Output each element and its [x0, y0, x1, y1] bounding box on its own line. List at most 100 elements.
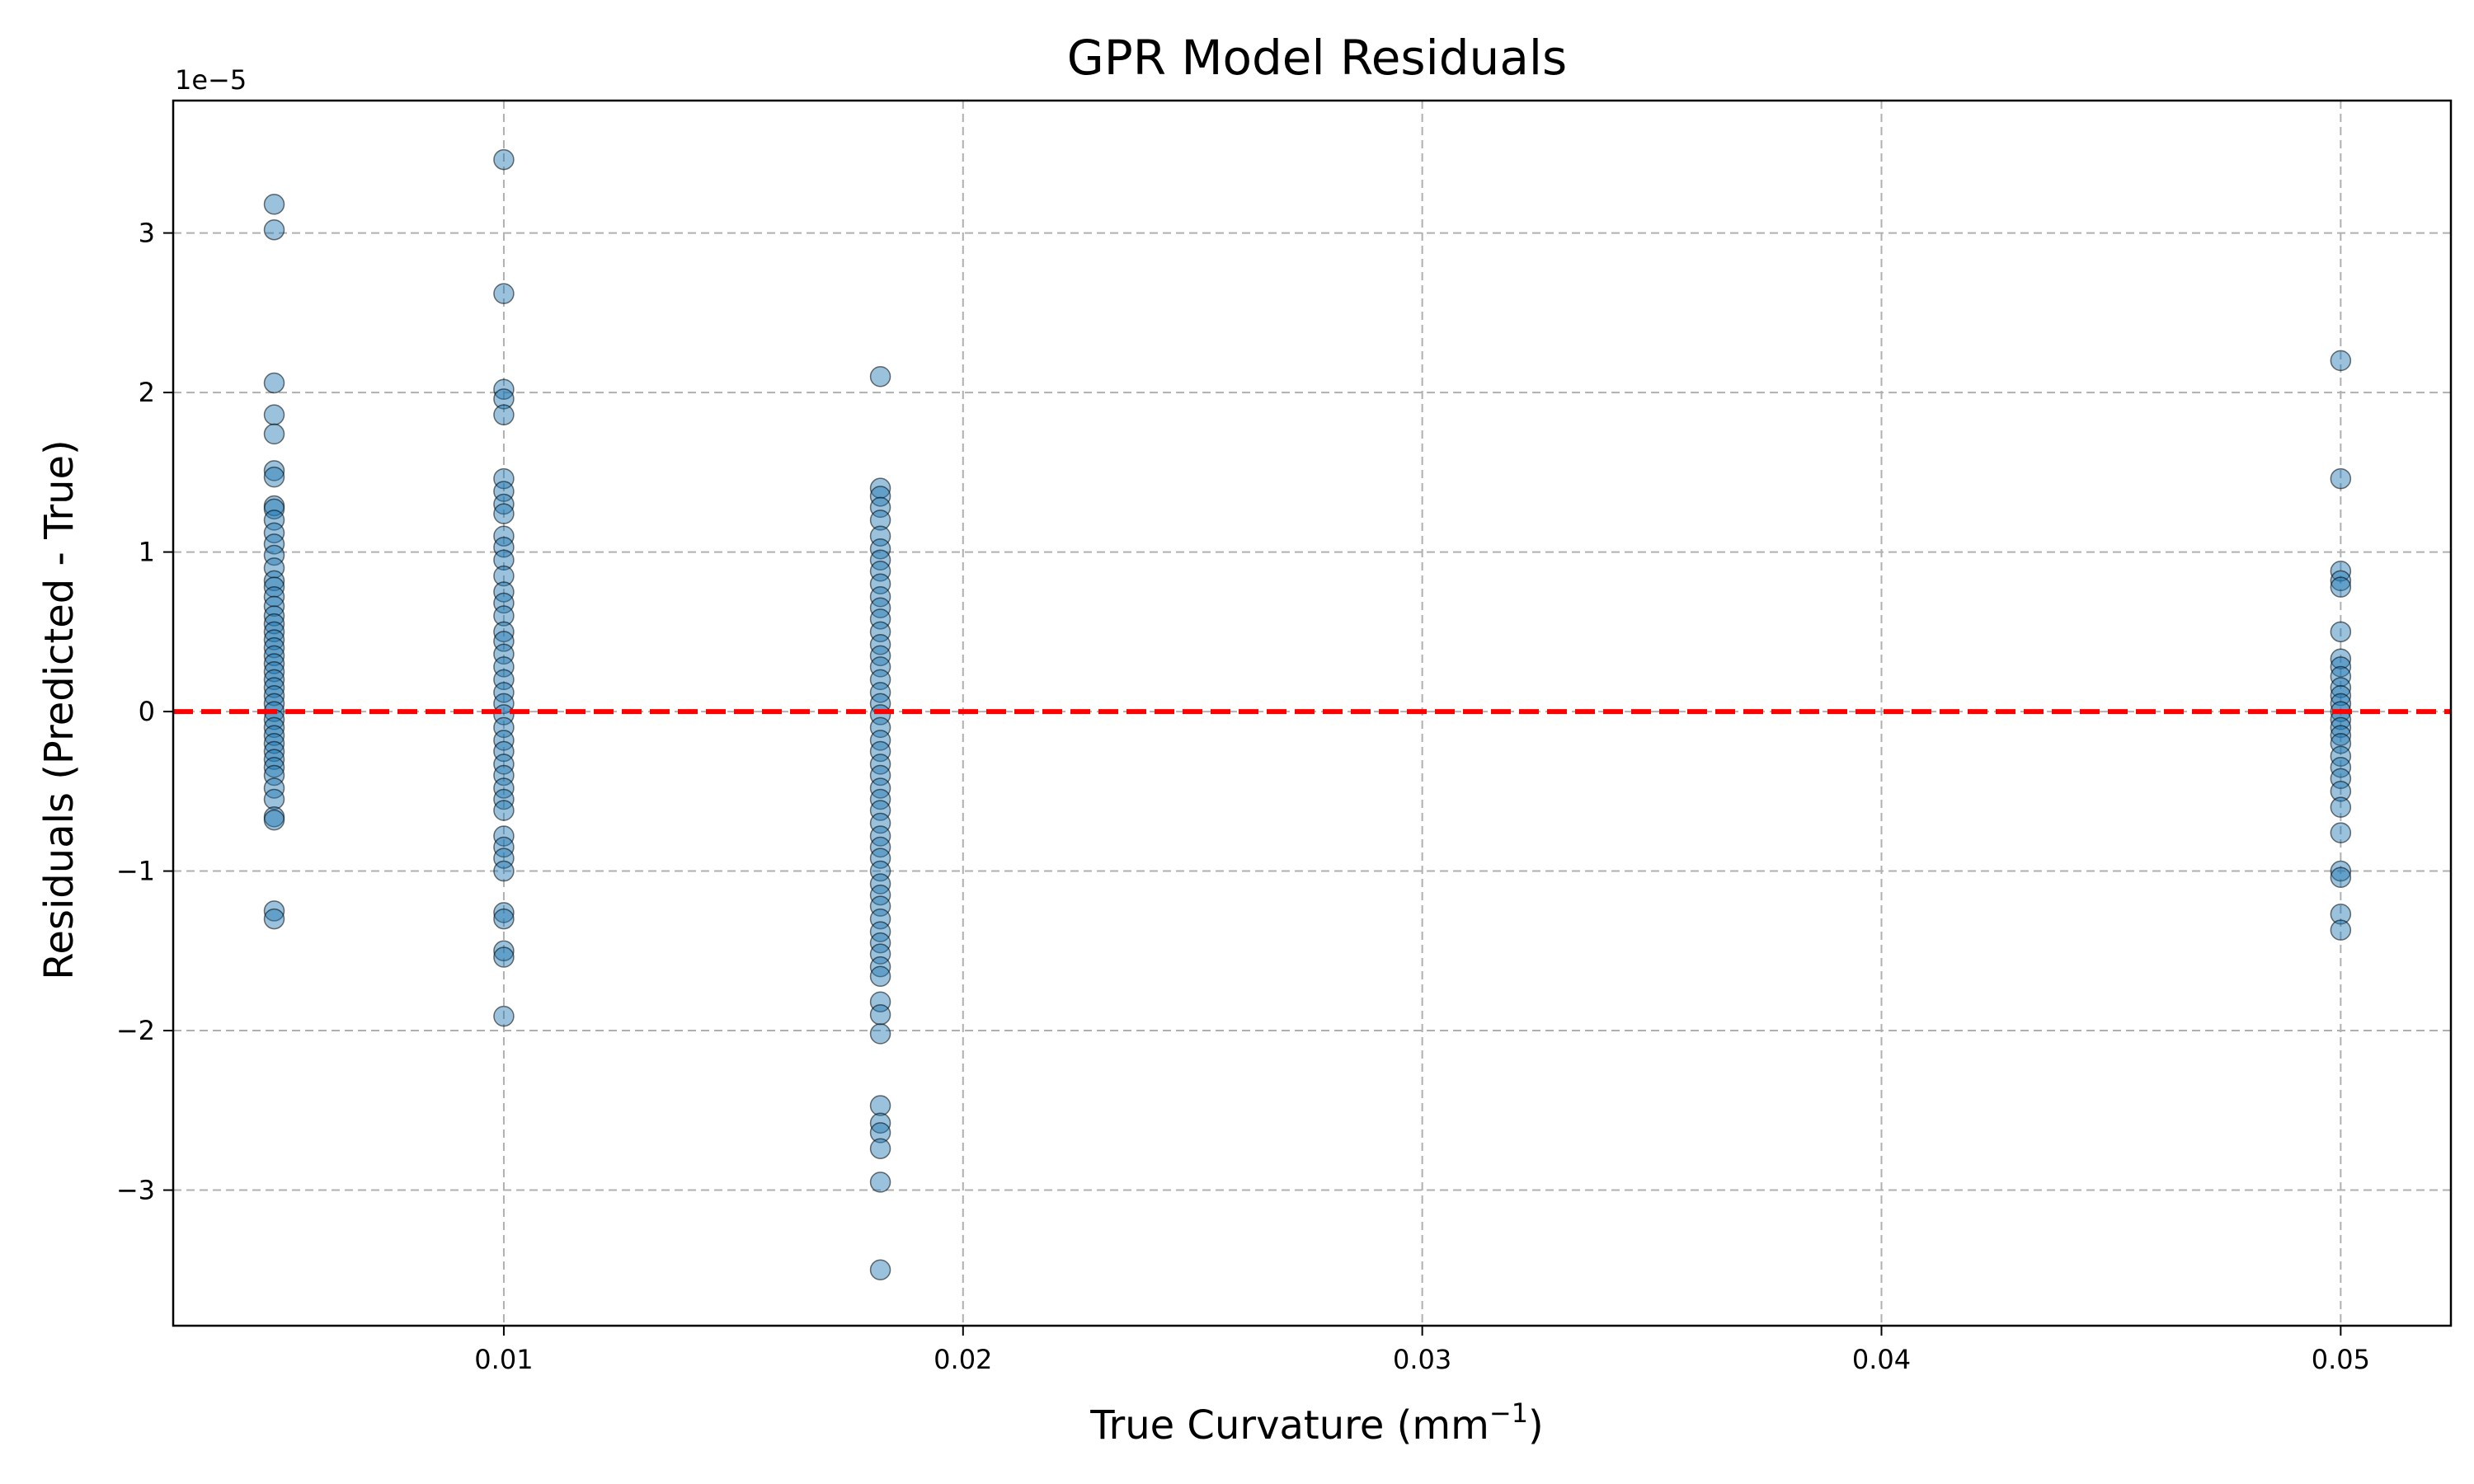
data-point [869, 1172, 891, 1193]
data-point [263, 733, 285, 754]
data-point [869, 682, 891, 703]
data-point [869, 895, 891, 917]
y-tick-label: −1 [116, 856, 155, 887]
data-point [493, 946, 515, 968]
data-point [263, 645, 285, 667]
data-point [263, 740, 285, 763]
data-point [869, 730, 891, 751]
data-point [869, 991, 891, 1012]
data-point [263, 557, 285, 579]
data-point [869, 860, 891, 882]
data-point [263, 466, 285, 488]
data-point [263, 669, 285, 691]
data-point [263, 423, 285, 445]
y-tick-label: −2 [116, 1015, 155, 1046]
data-point [263, 660, 285, 683]
data-point [869, 669, 891, 691]
data-point [2330, 725, 2352, 746]
data-point [869, 538, 891, 560]
data-point [869, 561, 891, 582]
data-point [493, 503, 515, 524]
data-point [493, 788, 515, 810]
data-point [263, 716, 285, 739]
data-point [263, 764, 285, 787]
data-point [493, 631, 515, 652]
data-point [869, 365, 891, 387]
data-point [493, 549, 515, 571]
x-tick-label: 0.05 [2312, 1344, 2370, 1375]
data-point [493, 902, 515, 923]
data-point [263, 725, 285, 746]
data-point [493, 537, 515, 558]
data-point [493, 592, 515, 614]
data-point [2330, 866, 2352, 889]
data-point [869, 908, 891, 930]
data-point [2330, 822, 2352, 843]
data-point [493, 481, 515, 502]
data-point [263, 653, 285, 674]
data-point [263, 777, 285, 799]
data-point [869, 754, 891, 775]
x-axis-title-base: True Curvature (mm [1089, 1402, 1489, 1449]
data-point [263, 570, 285, 592]
data-point [263, 510, 285, 531]
x-tick-label: 0.03 [1393, 1344, 1451, 1375]
x-tick-label: 0.02 [934, 1344, 992, 1375]
data-point [869, 800, 891, 821]
data-point [493, 836, 515, 858]
data-point [869, 943, 891, 965]
y-axis-title: Residuals (Predicted - True) [36, 439, 82, 980]
data-point [493, 283, 515, 304]
data-point [493, 525, 515, 547]
data-point [493, 764, 515, 787]
data-point [869, 486, 891, 507]
data-point [263, 788, 285, 810]
data-point [263, 372, 285, 394]
data-point [2330, 919, 2352, 941]
data-point [869, 740, 891, 763]
data-point [263, 605, 285, 627]
data-point [493, 643, 515, 665]
data-point [869, 525, 891, 547]
data-point [869, 825, 891, 847]
data-point [263, 613, 285, 635]
data-point [263, 194, 285, 215]
data-point [493, 730, 515, 751]
data-point [869, 1122, 891, 1144]
data-point [869, 477, 891, 499]
data-point [263, 677, 285, 698]
data-point [263, 908, 285, 930]
data-point [493, 940, 515, 962]
data-point [493, 148, 515, 171]
data-point [2330, 621, 2352, 643]
data-point [2330, 648, 2352, 669]
data-point [493, 565, 515, 587]
data-point [493, 740, 515, 763]
data-point [869, 884, 891, 906]
data-point [869, 1003, 891, 1026]
data-point [263, 629, 285, 650]
data-point [869, 608, 891, 630]
data-point [493, 669, 515, 691]
data-point [869, 873, 891, 895]
data-points [263, 148, 2352, 1281]
data-point [2330, 665, 2352, 688]
data-point [263, 809, 285, 831]
data-point [869, 1259, 891, 1281]
data-point [869, 716, 891, 739]
data-point [2330, 768, 2352, 790]
data-point [869, 634, 891, 655]
data-point [493, 693, 515, 715]
data-point [493, 605, 515, 627]
data-point [263, 621, 285, 643]
data-point [2330, 467, 2352, 490]
x-tick-label: 0.04 [1852, 1344, 1911, 1375]
x-axis-title-end: ) [1528, 1402, 1544, 1449]
data-point [493, 388, 515, 410]
data-point [869, 496, 891, 519]
data-point [869, 597, 891, 619]
data-point [263, 533, 285, 555]
data-point [263, 749, 285, 770]
data-point [869, 932, 891, 954]
data-point [493, 860, 515, 882]
